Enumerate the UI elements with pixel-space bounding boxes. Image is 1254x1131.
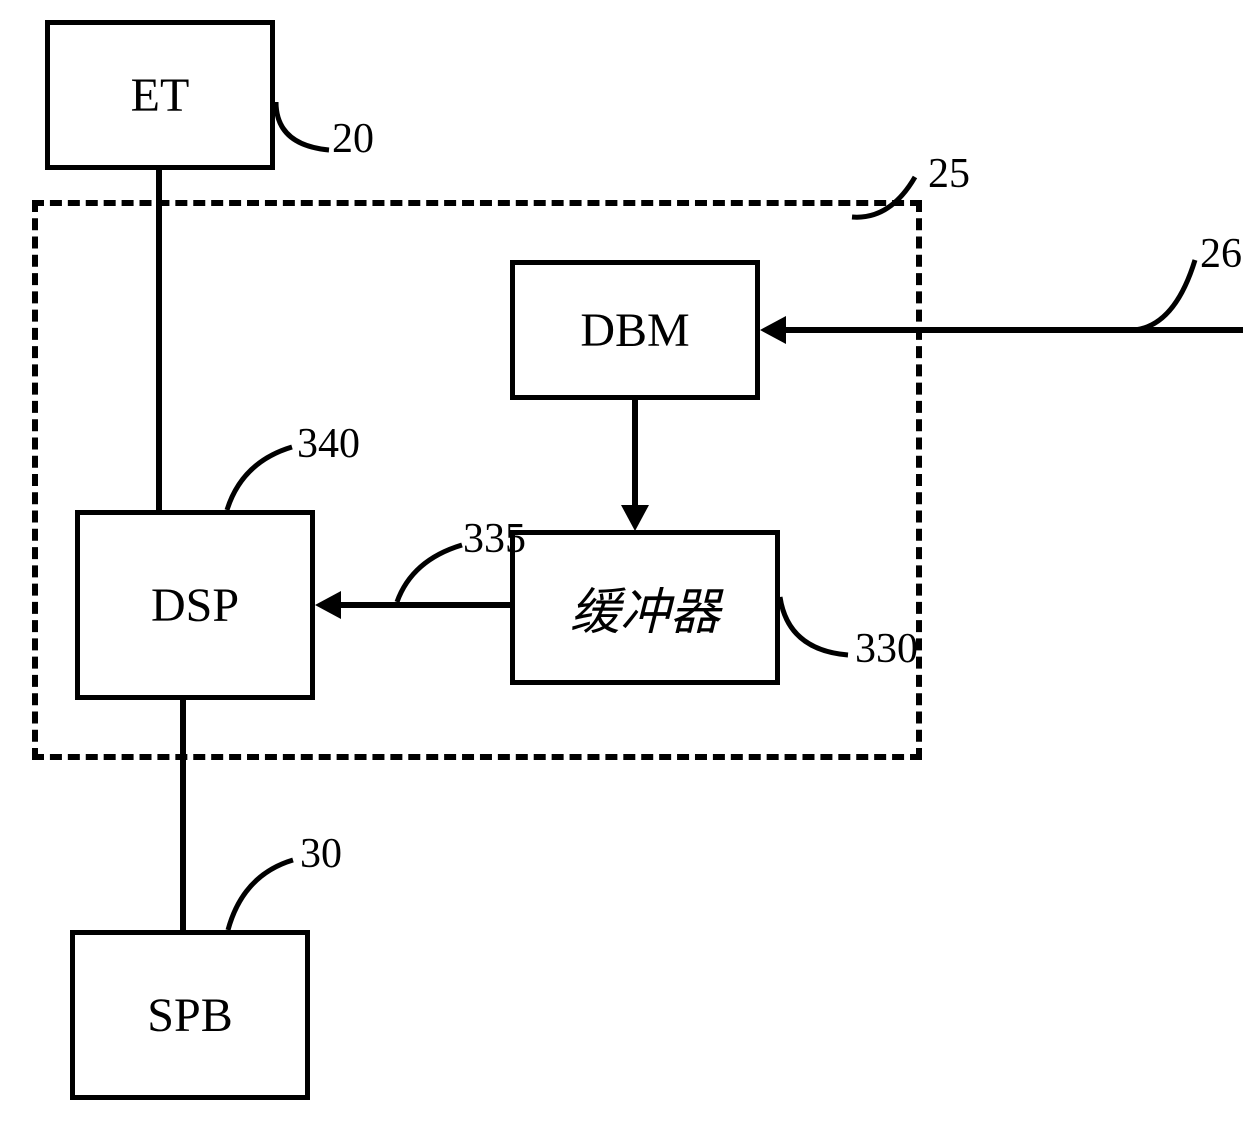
et-box: ET: [45, 20, 275, 170]
ref-hook-330: [778, 595, 858, 670]
arrow-dbm-buffer: [621, 505, 649, 531]
connector-et-dsp: [156, 170, 162, 510]
connector-dsp-spb: [180, 700, 186, 930]
ref-30: 30: [300, 830, 342, 878]
ref-25: 25: [928, 150, 970, 198]
arrow-ext-dbm: [760, 316, 786, 344]
dbm-box: DBM: [510, 260, 760, 400]
ref-340: 340: [297, 420, 360, 468]
et-label: ET: [131, 68, 190, 123]
dsp-box: DSP: [75, 510, 315, 700]
dbm-label: DBM: [580, 303, 689, 358]
dsp-label: DSP: [151, 578, 239, 633]
spb-box: SPB: [70, 930, 310, 1100]
ref-hook-335: [392, 540, 472, 610]
ref-hook-25: [850, 175, 930, 230]
ref-26: 26: [1200, 230, 1242, 278]
ref-335: 335: [463, 515, 526, 563]
ref-20: 20: [332, 115, 374, 163]
ref-hook-30: [223, 855, 303, 935]
ref-hook-340: [222, 442, 302, 517]
spb-label: SPB: [147, 988, 232, 1043]
buffer-box: 缓冲器: [510, 530, 780, 685]
connector-dbm-buffer: [632, 400, 638, 508]
buffer-label: 缓冲器: [570, 572, 720, 644]
ref-330: 330: [855, 625, 918, 673]
arrow-buffer-dsp: [315, 591, 341, 619]
ref-hook-26: [1130, 255, 1210, 335]
